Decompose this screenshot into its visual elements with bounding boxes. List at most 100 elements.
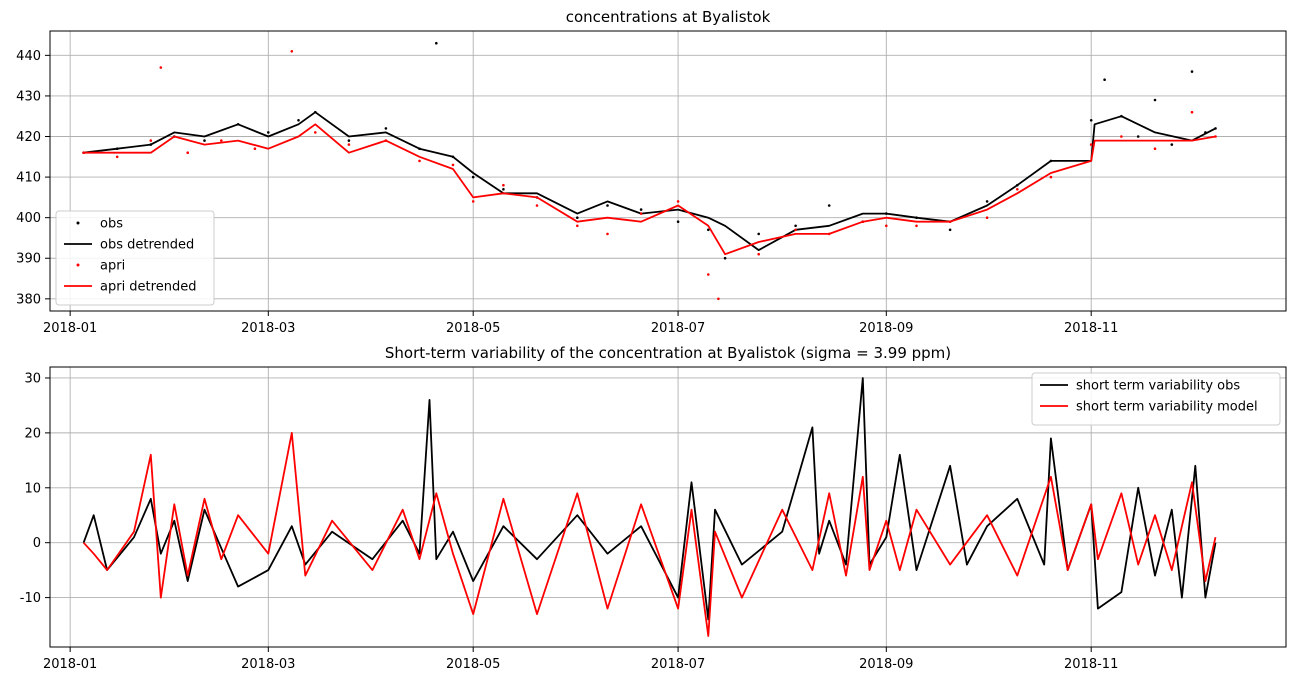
data-point-obs — [384, 127, 388, 130]
data-point-obs — [794, 224, 797, 228]
data-point-apri — [290, 50, 294, 53]
legend-label: short term variability obs — [1076, 379, 1240, 394]
data-point-apri — [1089, 143, 1093, 146]
data-point-apri — [757, 252, 760, 256]
legend-label: obs — [100, 217, 123, 232]
data-point-apri — [220, 139, 223, 142]
x-tick-label: 2018-09 — [859, 321, 913, 336]
y-tick-label: 30 — [24, 371, 41, 386]
data-point-obs — [576, 216, 579, 219]
x-tick-label: 2018-09 — [859, 657, 913, 672]
x-tick-label: 2018-07 — [651, 321, 705, 336]
data-point-obs — [267, 131, 270, 134]
x-tick-label: 2018-03 — [241, 657, 295, 672]
y-tick-label: 430 — [16, 89, 41, 104]
legend: short term variability obs short term var… — [1031, 372, 1281, 426]
legend-label: short term variability model — [1076, 400, 1258, 415]
x-tick-label: 2018-11 — [1064, 321, 1118, 336]
y-tick-label: 440 — [16, 49, 41, 64]
data-point-obs — [985, 200, 989, 203]
data-point-apri — [985, 216, 989, 219]
legend-label: apri detrended — [100, 280, 196, 295]
data-point-obs — [639, 208, 643, 211]
y-tick-label: -10 — [20, 591, 41, 606]
series-line-short-term-variability-model — [82, 431, 1217, 637]
data-point-obs — [347, 139, 351, 142]
data-point-apri — [794, 228, 797, 232]
data-point-obs — [676, 220, 680, 223]
legend-label: obs detrended — [100, 238, 194, 253]
data-point-obs — [1089, 119, 1093, 122]
y-tick-label: 380 — [16, 292, 41, 307]
data-point-apri — [502, 183, 505, 187]
data-point-obs — [606, 204, 609, 207]
data-point-apri — [576, 224, 579, 228]
y-tick-label: 10 — [24, 481, 41, 496]
data-point-apri — [186, 151, 189, 154]
data-point-apri — [471, 200, 475, 203]
chart-title: Short-term variability of the concentrat… — [385, 344, 951, 362]
data-point-apri — [1153, 147, 1157, 150]
data-point-apri — [159, 66, 163, 69]
data-point-obs — [471, 175, 475, 179]
data-point-apri — [676, 200, 680, 203]
data-point-apri — [451, 163, 455, 167]
concentration-chart: concentrations at Byalistok 2018-01 2018-… — [16, 8, 1287, 336]
chart-title: concentrations at Byalistok — [566, 8, 771, 26]
x-tick-label: 2018-05 — [446, 321, 500, 336]
data-point-obs — [948, 228, 952, 232]
legend-label: apri — [100, 259, 125, 274]
data-point-obs — [757, 232, 760, 236]
data-point-obs — [502, 188, 505, 191]
x-tick-label: 2018-11 — [1064, 657, 1118, 672]
x-tick-label: 2018-01 — [43, 657, 97, 672]
data-point-apri — [1190, 110, 1194, 114]
data-point-apri — [149, 139, 153, 142]
legend-frame — [55, 210, 215, 306]
data-point-apri — [606, 232, 609, 236]
y-tick-label: 410 — [16, 171, 41, 186]
x-tick-label: 2018-01 — [43, 321, 97, 336]
data-point-obs — [203, 139, 206, 142]
data-point-apri — [314, 131, 317, 134]
legend-swatch — [76, 221, 80, 225]
data-point-obs — [297, 119, 300, 122]
y-tick-label: 400 — [16, 211, 41, 226]
data-point-apri — [115, 155, 119, 159]
data-point-obs — [827, 204, 831, 207]
data-point-obs — [1153, 98, 1157, 102]
x-tick-label: 2018-07 — [651, 657, 705, 672]
data-point-apri — [418, 159, 421, 163]
y-tick-label: 20 — [24, 426, 41, 441]
data-point-apri — [717, 297, 720, 301]
data-point-obs — [707, 228, 710, 232]
y-tick-label: 0 — [33, 536, 41, 551]
y-tick-label: 390 — [16, 252, 41, 267]
legend: obs obs detrended apri apri detrended — [55, 210, 215, 306]
series-line-apri-detrended — [83, 123, 1216, 256]
series-line-obs-detrended — [83, 111, 1216, 252]
data-point-apri — [1120, 135, 1123, 138]
y-tick-label: 420 — [16, 130, 41, 145]
data-point-apri — [639, 212, 643, 215]
data-point-apri — [707, 273, 710, 276]
data-point-apri — [347, 143, 351, 146]
x-tick-label: 2018-03 — [241, 321, 295, 336]
variability-chart: Short-term variability of the concentrat… — [20, 344, 1287, 672]
data-point-apri — [1016, 188, 1019, 191]
plot-area-frame — [49, 30, 1287, 312]
data-point-obs — [1190, 70, 1194, 73]
data-point-obs — [1170, 143, 1174, 146]
data-point-obs — [723, 256, 727, 260]
plot-area-frame — [49, 366, 1287, 648]
data-point-apri — [915, 224, 918, 228]
data-point-obs — [435, 41, 438, 45]
data-point-obs — [1103, 78, 1106, 81]
legend-swatch — [76, 263, 80, 267]
data-point-apri — [1049, 175, 1053, 179]
data-point-apri — [885, 224, 888, 228]
data-point-apri — [253, 147, 257, 150]
legend-frame — [1031, 372, 1281, 426]
data-point-obs — [1136, 135, 1140, 138]
